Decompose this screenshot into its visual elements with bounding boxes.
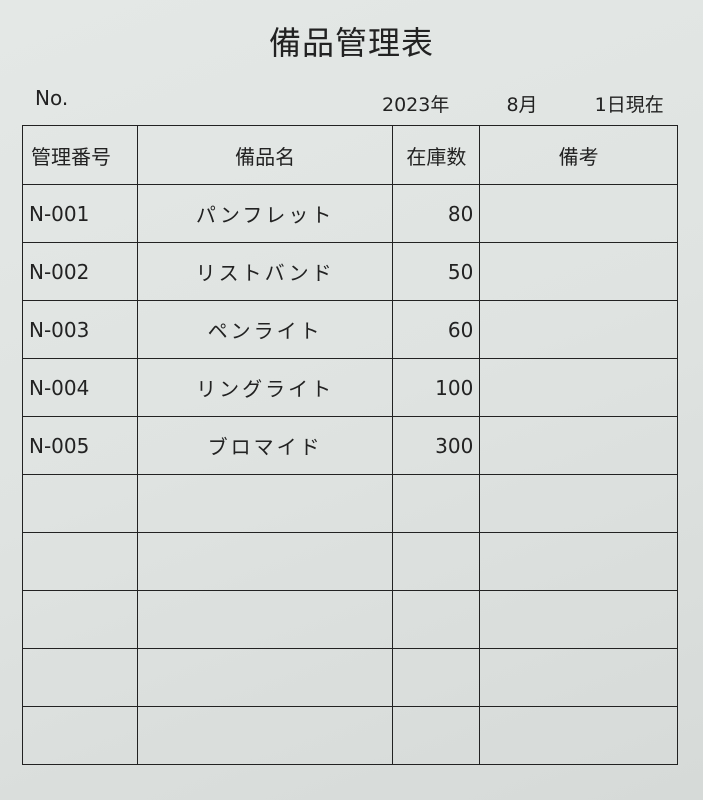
cell-name (136, 532, 394, 591)
page-title: 備品管理表 (268, 24, 434, 62)
cell-qty: 100 (392, 358, 481, 417)
table-row: N-002 リストバンド 50 (22, 242, 678, 301)
table-row (22, 532, 678, 591)
cell-note (479, 416, 678, 475)
header-note: 備考 (479, 125, 678, 185)
cell-qty (392, 648, 481, 707)
cell-name (136, 474, 394, 533)
cell-note (479, 590, 678, 649)
cell-note (479, 184, 678, 243)
table-row (22, 474, 678, 533)
cell-qty (392, 532, 481, 591)
cell-name (136, 706, 394, 765)
cell-name: リングライト (136, 358, 394, 417)
cell-note (479, 358, 678, 417)
cell-id (22, 648, 138, 707)
cell-id: N-002 (22, 242, 138, 301)
cell-name (136, 648, 394, 707)
date-day: 1日現在 (594, 94, 664, 116)
cell-qty: 60 (392, 300, 481, 359)
number-label: No. (35, 86, 69, 110)
cell-note (479, 242, 678, 301)
cell-id: N-003 (22, 300, 138, 359)
cell-qty (392, 590, 481, 649)
cell-qty (392, 474, 481, 533)
as-of-date: 2023年 8月 1日現在 (382, 90, 664, 117)
cell-name (136, 590, 394, 649)
table-row (22, 706, 678, 765)
cell-qty: 80 (392, 184, 481, 243)
cell-note (479, 532, 678, 591)
cell-id: N-001 (22, 184, 138, 243)
cell-note (479, 300, 678, 359)
cell-qty (392, 706, 481, 765)
table-row: N-001 パンフレット 80 (22, 184, 678, 243)
cell-note (479, 648, 678, 707)
cell-name: パンフレット (136, 184, 394, 243)
cell-id (22, 706, 138, 765)
header-id: 管理番号 (22, 125, 138, 185)
table-row: N-005 ブロマイド 300 (22, 416, 678, 475)
table-row (22, 648, 678, 707)
table-header-row: 管理番号 備品名 在庫数 備考 (22, 125, 678, 185)
cell-id (22, 474, 138, 533)
cell-note (479, 474, 678, 533)
cell-name: リストバンド (136, 242, 394, 301)
cell-qty: 300 (392, 416, 481, 475)
date-month: 8月 (506, 94, 538, 116)
header-qty: 在庫数 (392, 125, 481, 185)
cell-id: N-004 (22, 358, 138, 417)
table-row: N-003 ペンライト 60 (22, 300, 678, 359)
equipment-table: 管理番号 備品名 在庫数 備考 N-001 パンフレット 80 N-002 リストバンド… (22, 125, 678, 765)
cell-id (22, 532, 138, 591)
cell-id (22, 590, 138, 649)
table-row (22, 590, 678, 649)
cell-qty: 50 (392, 242, 481, 301)
cell-name: ペンライト (136, 300, 394, 359)
header-name: 備品名 (136, 125, 394, 185)
cell-id: N-005 (22, 416, 138, 475)
cell-note (479, 706, 678, 765)
cell-name: ブロマイド (136, 416, 394, 475)
date-year: 2023年 (382, 94, 450, 116)
table-row: N-004 リングライト 100 (22, 358, 678, 417)
